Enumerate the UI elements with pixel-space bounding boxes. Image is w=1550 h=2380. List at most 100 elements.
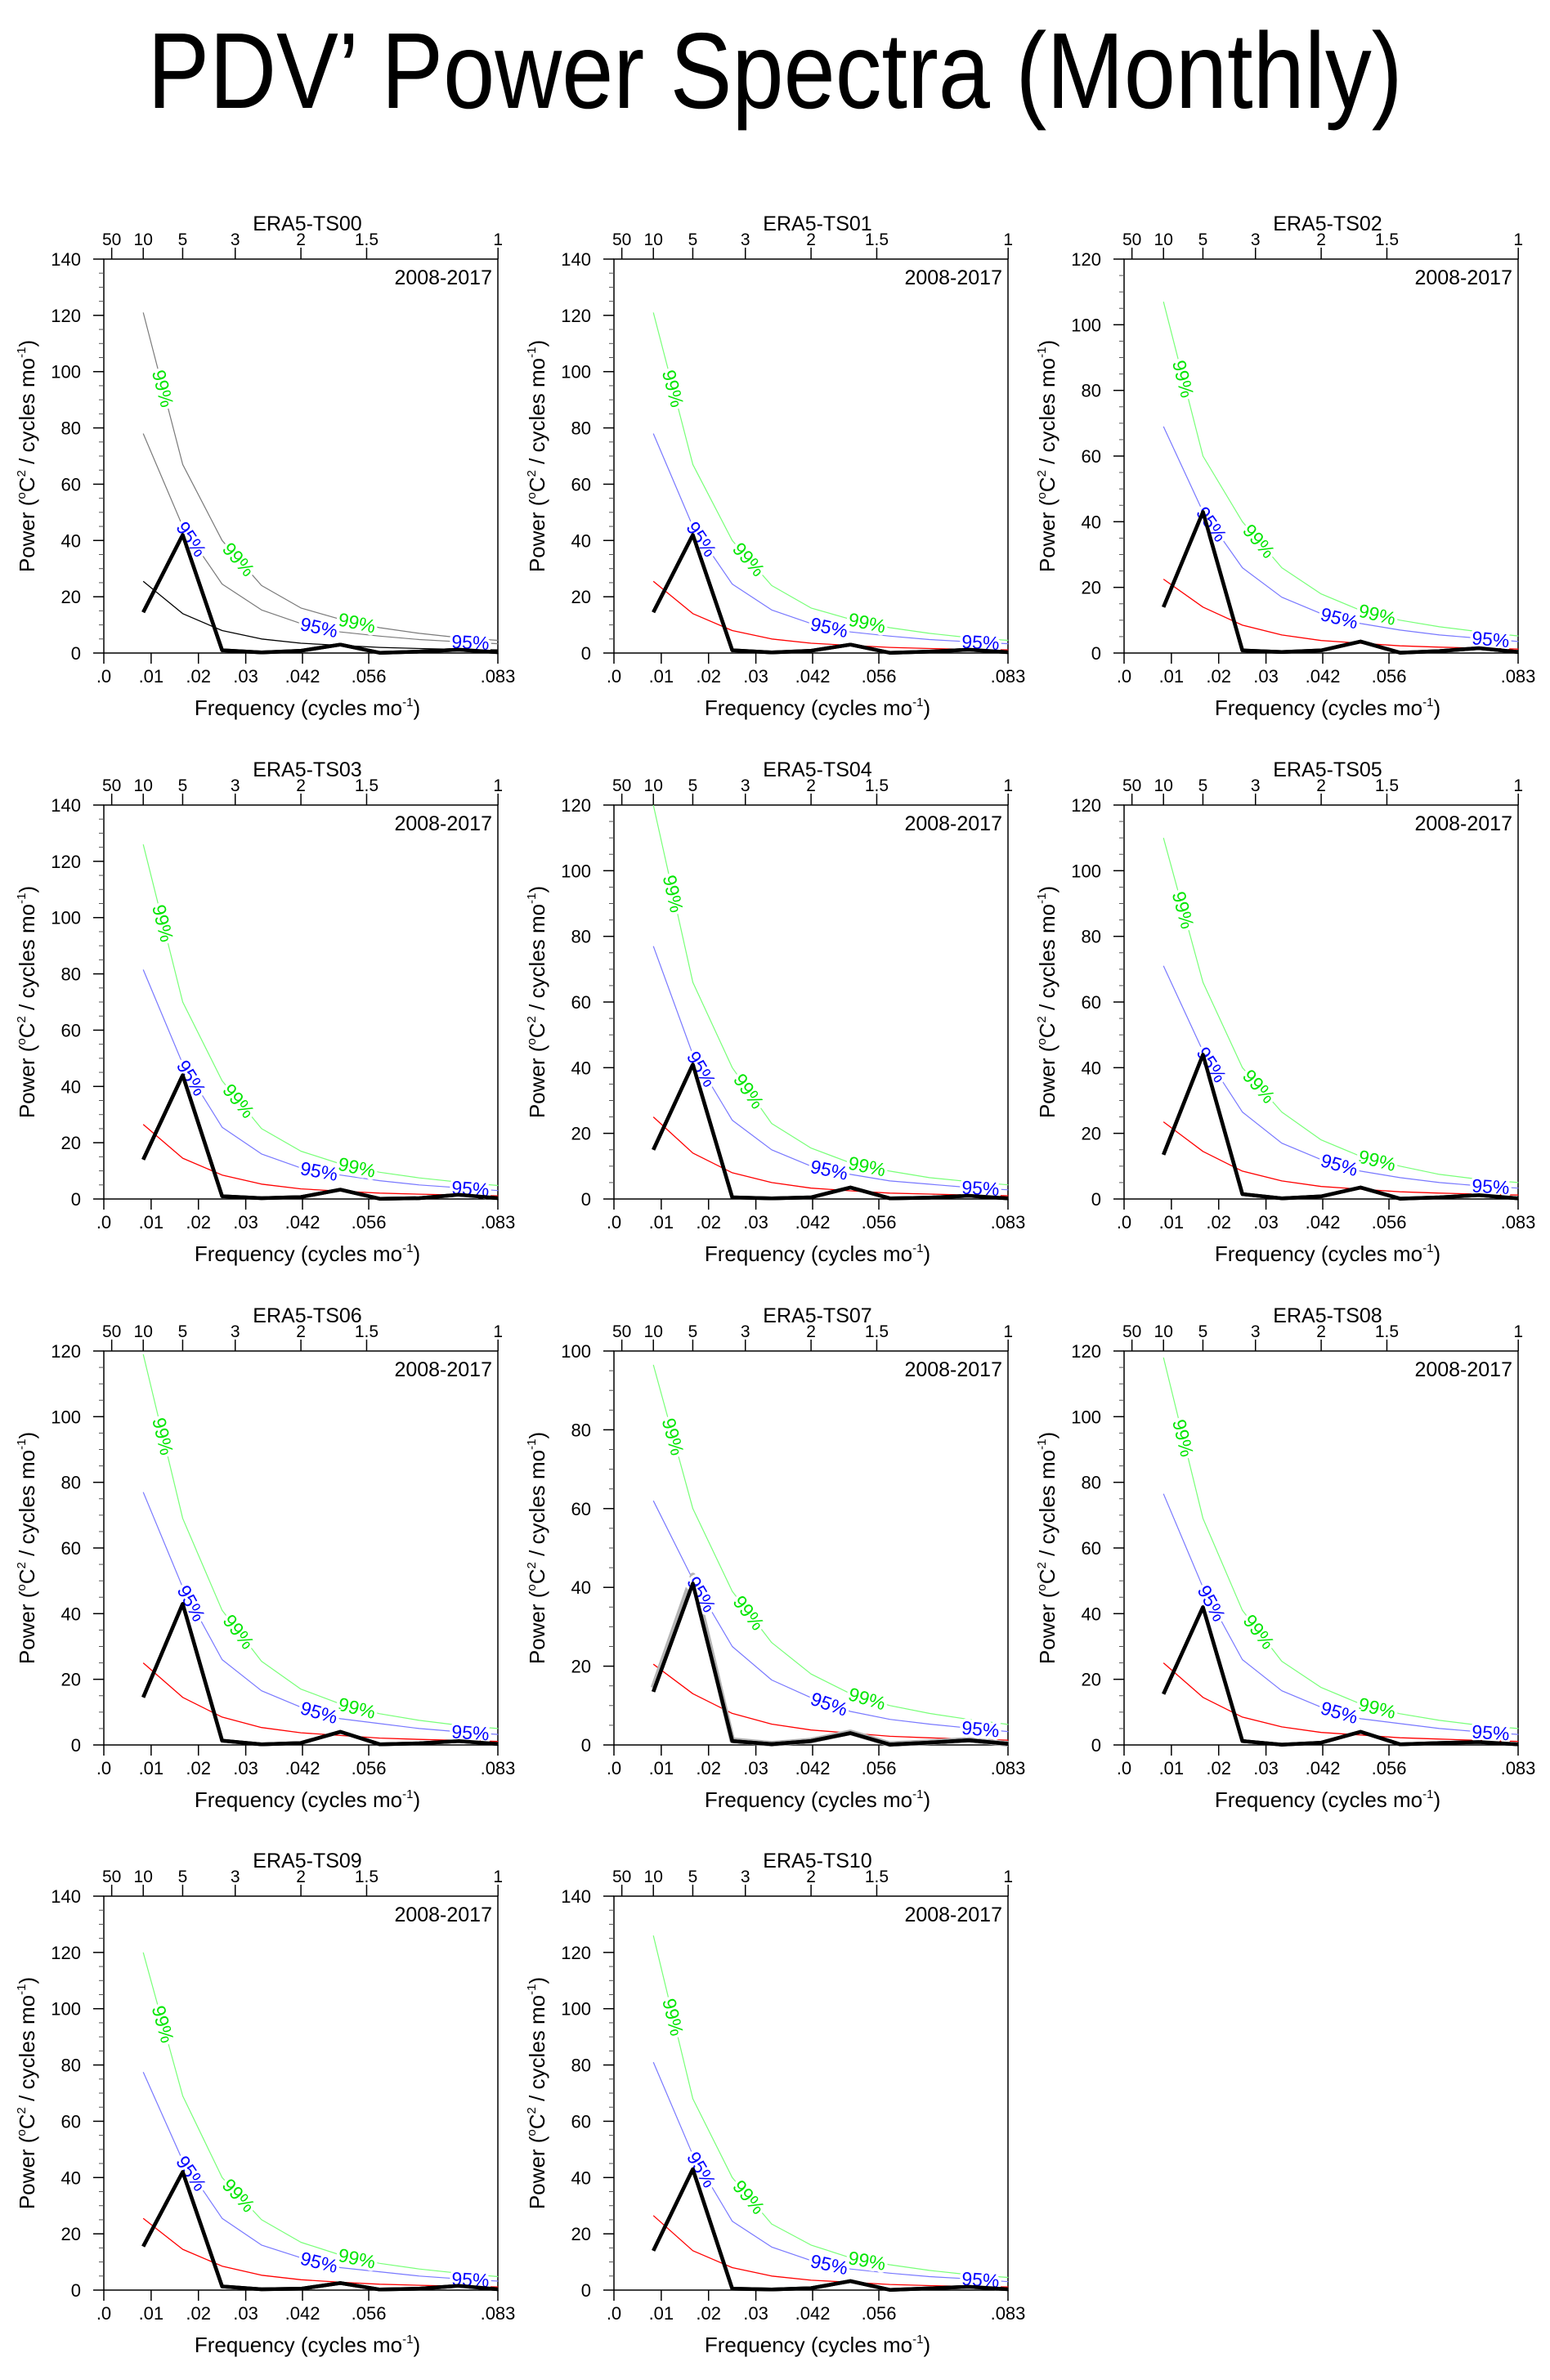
y-tick-label: 120	[561, 306, 591, 326]
x-tick-label: .042	[285, 1758, 320, 1778]
x-tick-label: .03	[1253, 1212, 1279, 1232]
series-ci95	[1162, 1493, 1519, 1735]
y-tick-label: 60	[571, 2111, 591, 2132]
x-tick-label: .0	[96, 2303, 111, 2324]
y-tick-label: 40	[571, 2168, 591, 2188]
top-period-tick-label: 50	[612, 1868, 631, 1886]
top-period-tick-label: 5	[1198, 1322, 1208, 1341]
x-tick-label: .02	[696, 666, 721, 687]
top-period-tick-label: 1.5	[865, 1868, 889, 1886]
panel-title: ERA5-TS04	[763, 758, 871, 781]
series-red-noise	[142, 580, 499, 651]
plot-frame	[103, 1895, 499, 2291]
y-axis-label: Power (oC2 / cycles mo-1)	[15, 1977, 39, 2209]
y-tick-label: 60	[571, 992, 591, 1013]
series-spectrum-overlay	[1162, 1605, 1519, 1747]
curve-label-ci95: 95%	[298, 2248, 340, 2277]
spectrum-panel-era5-ts10: ERA5-TS10 0 20 40 60 80 100 120 140 .0 .01 .02 .03 .0…	[525, 1850, 1025, 2357]
x-tick-label: .02	[696, 1758, 721, 1778]
top-period-tick-label: 5	[688, 1868, 698, 1886]
x-tick-label: .01	[1159, 1758, 1185, 1778]
top-period-tick-label: 1	[1003, 230, 1013, 249]
y-tick-label: 20	[61, 1133, 81, 1153]
curve-label-ci99: 99%	[847, 2247, 888, 2275]
top-period-tick-label: 2	[296, 1868, 306, 1886]
x-tick-label: .083	[991, 666, 1026, 687]
x-tick-label: .083	[991, 1758, 1026, 1778]
curve-label-ci95: 95%	[809, 2250, 849, 2279]
spectrum-panel-era5-ts07: ERA5-TS07 0 20 40 60 80 100 .0 .01 .02 .03 .042 .056…	[525, 1304, 1025, 1812]
y-tick-label: 40	[61, 2168, 81, 2188]
y-tick-label: 100	[1071, 861, 1101, 881]
top-period-tick-label: 3	[231, 1868, 240, 1886]
y-tick-label: 80	[1082, 381, 1101, 401]
spectrum-panel-era5-ts06: ERA5-TS06 0 20 40 60 80 100 120 .0 .01 .02 .03 .042.…	[15, 1304, 515, 1812]
period-label: 2008-2017	[1414, 812, 1512, 835]
period-label: 2008-2017	[394, 812, 492, 835]
curve-label-ci99: 99%	[1168, 889, 1198, 931]
plot-frame	[613, 1895, 1009, 2291]
period-label: 2008-2017	[1414, 266, 1512, 289]
curve-label-ci99: 99%	[729, 1591, 769, 1634]
curve-label-ci99: 99%	[1239, 520, 1279, 562]
series-ci99	[142, 844, 499, 1187]
curve-label-ci99: 99%	[336, 608, 377, 637]
series-ci99	[1162, 838, 1519, 1183]
y-tick-label: 80	[571, 418, 591, 439]
y-tick-label: 80	[571, 1420, 591, 1440]
y-tick-label: 20	[1082, 578, 1101, 598]
x-tick-label: .02	[1206, 666, 1231, 687]
top-period-tick-label: 10	[134, 1322, 153, 1341]
x-tick-label: .056	[862, 2303, 897, 2324]
top-period-tick-label: 50	[612, 776, 631, 795]
y-tick-label: 120	[561, 1943, 591, 1963]
top-period-tick-label: 5	[178, 1322, 188, 1341]
series-ci99	[142, 1952, 499, 2278]
spectrum-panel-era5-ts08: ERA5-TS08 0 20 40 60 80 100 120 .0 .01 .02 .03 .042.…	[1035, 1304, 1535, 1812]
y-tick-label: 20	[61, 1670, 81, 1690]
y-tick-label: 140	[51, 249, 81, 270]
y-tick-label: 120	[51, 1943, 81, 1963]
y-tick-label: 20	[61, 2224, 81, 2244]
x-tick-label: .056	[1372, 1212, 1407, 1232]
curve-label-ci99: 99%	[658, 1416, 688, 1457]
curve-label-ci99: 99%	[1356, 600, 1398, 629]
series-ci99	[142, 312, 499, 642]
series-red-noise	[1162, 1121, 1519, 1196]
x-tick-label: .042	[1306, 666, 1341, 687]
x-tick-label: .0	[607, 666, 621, 687]
series-spectrum-overlay	[141, 1073, 499, 1201]
y-axis-label: Power (oC2 / cycles mo-1)	[15, 886, 39, 1118]
plot-frame	[103, 804, 499, 1200]
curve-label-ci99: 99%	[1239, 1065, 1279, 1107]
period-label: 2008-2017	[904, 1904, 1002, 1926]
x-tick-label: .02	[1206, 1758, 1231, 1778]
top-period-tick-label: 3	[231, 776, 240, 795]
curve-label-ci99: 99%	[336, 2244, 377, 2273]
series-ci95	[652, 2061, 1009, 2283]
x-axis-label: Frequency (cycles mo-1)	[195, 1241, 420, 1266]
y-tick-label: 60	[61, 474, 81, 494]
y-tick-label: 20	[1082, 1124, 1101, 1144]
top-period-tick-label: 2	[1316, 1322, 1326, 1341]
y-tick-label: 0	[1091, 1735, 1101, 1756]
x-axis-label: Frequency (cycles mo-1)	[195, 1787, 420, 1812]
spectrum-panel-era5-ts05: ERA5-TS05 0 20 40 60 80 100 120 .0 .01 .02 .03 .042.…	[1035, 758, 1535, 1266]
top-period-tick-label: 1.5	[355, 1868, 379, 1886]
top-period-tick-label: 3	[741, 1868, 750, 1886]
curve-label-ci99: 99%	[336, 1153, 377, 1182]
y-tick-label: 0	[71, 1735, 81, 1756]
y-tick-label: 120	[561, 795, 591, 816]
top-period-tick-label: 2	[806, 230, 816, 249]
curve-label-ci99: 99%	[218, 539, 259, 581]
panel-title: ERA5-TS02	[1273, 212, 1382, 235]
top-period-tick-label: 50	[102, 1322, 121, 1341]
y-axis-label: Power (oC2 / cycles mo-1)	[525, 340, 549, 572]
panel-title: ERA5-TS08	[1273, 1304, 1382, 1327]
y-tick-label: 120	[1071, 1341, 1101, 1362]
x-tick-label: .01	[139, 2303, 164, 2324]
curve-label-ci99: 99%	[1168, 1417, 1198, 1459]
y-tick-label: 60	[1082, 1538, 1101, 1559]
x-tick-label: .0	[1117, 1212, 1131, 1232]
